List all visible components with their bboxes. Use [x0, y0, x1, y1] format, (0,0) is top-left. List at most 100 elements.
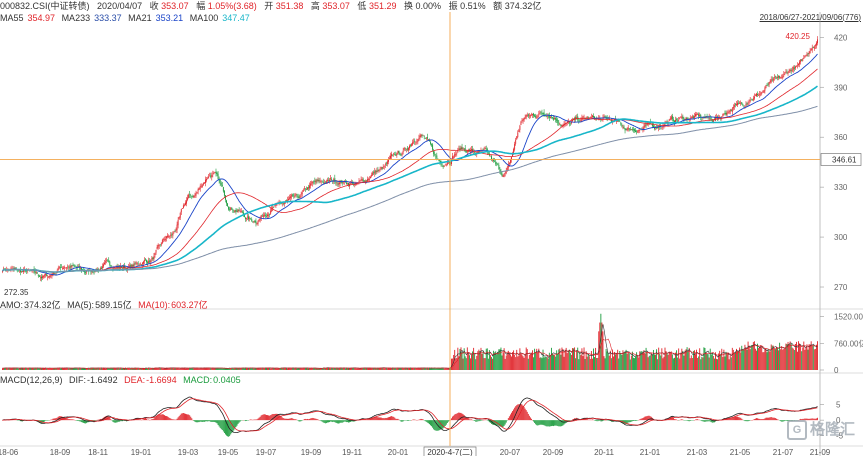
candlestick: [525, 115, 527, 118]
candlestick: [622, 127, 624, 128]
macd-histogram-bar: [753, 419, 755, 421]
candlestick: [329, 179, 331, 182]
candlestick: [434, 154, 436, 155]
volume-bar: [724, 356, 726, 370]
x-axis-label: 19-11: [342, 448, 362, 456]
volume-bar: [750, 345, 752, 370]
candlestick: [426, 136, 428, 139]
candlestick: [436, 155, 438, 159]
x-axis-label: 21-05: [730, 448, 751, 456]
candlestick: [582, 116, 584, 118]
price-tick-label: 360: [834, 133, 848, 142]
macd-histogram-bar: [230, 420, 232, 435]
candlestick: [106, 260, 108, 261]
volume-bar: [227, 368, 229, 370]
volume-bar: [746, 349, 748, 370]
dif-line: [2, 396, 818, 433]
macd-histogram-bar: [609, 420, 611, 421]
volume-bar: [335, 368, 337, 370]
volume-bar: [416, 368, 418, 370]
volume-bar: [323, 367, 325, 370]
candlestick: [732, 106, 734, 109]
candlestick: [773, 77, 775, 78]
macd-histogram-bar: [644, 416, 646, 421]
volume-bar: [350, 368, 352, 370]
candlestick: [431, 144, 433, 146]
macd-histogram-bar: [808, 418, 810, 421]
volume-bar: [730, 357, 732, 370]
macd-histogram-bar: [266, 414, 267, 421]
candlestick: [603, 116, 605, 118]
volume-bar: [223, 368, 225, 370]
macd-histogram-bar: [813, 418, 815, 421]
x-axis-label: 19-05: [218, 448, 239, 456]
candlestick: [735, 104, 736, 105]
date-range-text: 2018/06/27-2021/09/06(: [759, 13, 845, 22]
macd-histogram-bar: [433, 420, 435, 430]
candlestick: [591, 115, 593, 117]
macd-histogram-bar: [732, 417, 734, 421]
candlestick: [291, 194, 293, 197]
candlestick: [786, 72, 788, 74]
macd-histogram-bar: [765, 417, 767, 421]
candlestick: [630, 129, 632, 131]
volume-bar: [691, 358, 693, 370]
candlestick: [764, 87, 766, 91]
candlestick: [749, 100, 751, 102]
volume-bar: [77, 368, 79, 370]
candlestick: [496, 163, 498, 165]
candlestick: [337, 183, 339, 185]
candlestick: [777, 77, 778, 78]
macd-histogram-bar: [815, 418, 817, 421]
volume-bar: [546, 357, 548, 370]
candlestick: [360, 179, 362, 181]
candlestick: [369, 178, 370, 180]
volume-bar: [524, 354, 526, 370]
candlestick: [677, 120, 679, 122]
macd-histogram-bar: [533, 420, 535, 422]
candlestick: [656, 127, 658, 129]
candlestick: [258, 219, 260, 221]
candlestick: [413, 141, 415, 143]
macd-histogram-bar: [545, 420, 547, 427]
candlestick: [166, 236, 168, 239]
volume-bar: [751, 345, 753, 370]
candlestick: [44, 275, 46, 277]
macd-histogram-bar: [52, 418, 54, 421]
candlestick: [503, 174, 505, 177]
candlestick: [552, 117, 553, 119]
candlestick: [52, 272, 54, 276]
macd-histogram-bar: [120, 420, 122, 422]
candlestick: [92, 271, 94, 273]
volume-bar: [636, 352, 638, 370]
volume-bar: [315, 368, 317, 370]
macd-histogram-bar: [199, 420, 201, 422]
volume-bar: [260, 368, 262, 370]
volume-bar: [627, 351, 629, 370]
macd-histogram-bar: [542, 420, 544, 425]
candlestick: [292, 194, 294, 196]
volume-bar: [330, 368, 332, 370]
macd-histogram-bar: [407, 420, 409, 421]
macd-histogram-bar: [373, 417, 375, 421]
macd-histogram-bar: [733, 416, 735, 421]
macd-histogram-bar: [764, 418, 766, 421]
candlestick: [418, 137, 420, 139]
candlestick: [365, 180, 367, 182]
volume-bar: [203, 367, 205, 370]
macd-histogram-bar: [544, 420, 546, 426]
macd-histogram-bar: [758, 418, 760, 421]
volume-bar: [193, 368, 195, 370]
macd-histogram-bar: [246, 420, 247, 421]
candlestick: [669, 118, 671, 121]
volume-bar: [377, 367, 379, 370]
volume-bar: [659, 353, 661, 370]
volume-bar: [600, 313, 602, 370]
volume-bar: [87, 368, 89, 370]
macd-histogram-bar: [574, 418, 576, 421]
candlestick: [383, 166, 385, 167]
date-range[interactable]: 2018/06/27-2021/09/06(776): [760, 13, 861, 22]
volume-bar: [550, 347, 552, 370]
volume-bar: [33, 368, 35, 370]
